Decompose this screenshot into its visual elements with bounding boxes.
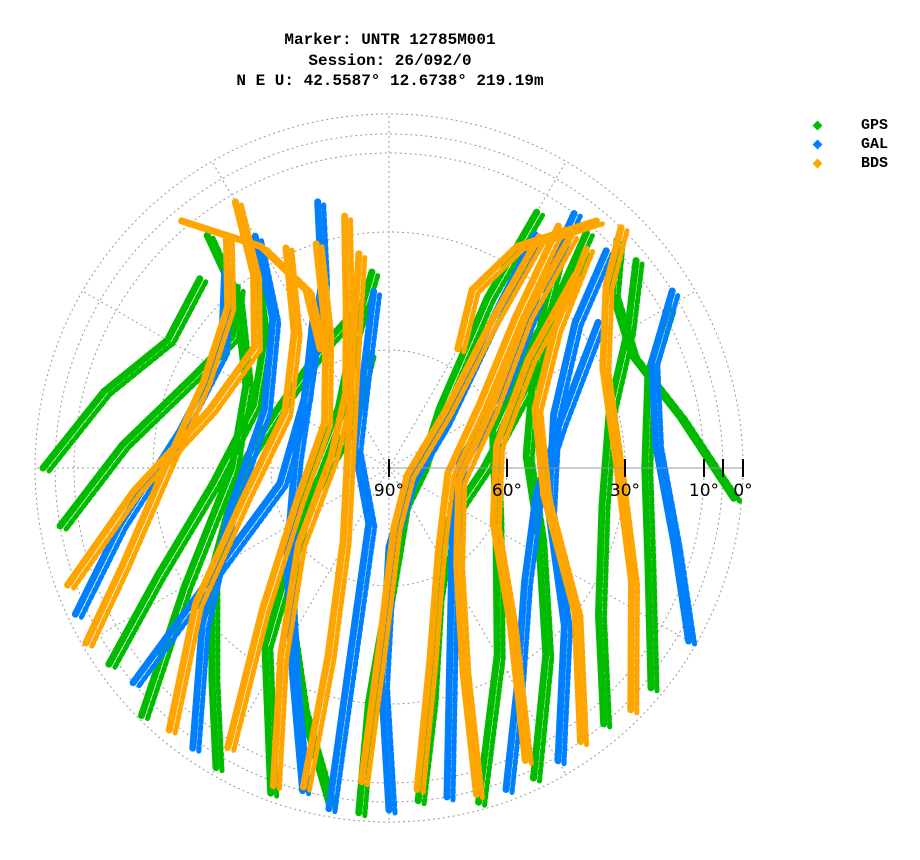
legend-label: GAL	[861, 136, 889, 153]
axis-tick-label: 90°	[374, 481, 404, 501]
satellite-track	[269, 212, 350, 790]
satellite-track	[602, 261, 645, 730]
satellite-track	[189, 232, 277, 752]
satellite-track	[172, 247, 303, 736]
legend: GPS GAL BDS	[810, 116, 888, 173]
satellite-track	[89, 236, 237, 649]
satellite-track	[224, 240, 330, 751]
legend-label: BDS	[861, 155, 889, 172]
satellite-track	[420, 226, 567, 795]
satellite-track	[595, 257, 640, 728]
axis-tick-label: 60°	[492, 481, 522, 501]
satellite-track	[231, 244, 335, 753]
bds-marker-icon	[812, 158, 823, 169]
satellite-track	[522, 247, 563, 782]
azimuth-gridline	[388, 467, 567, 775]
satellite-track	[56, 283, 241, 530]
satellite-track	[185, 221, 329, 355]
satellite-track	[325, 288, 378, 813]
elevation-axis: 90° 60° 30° 10° 0°	[374, 459, 753, 501]
legend-item-gps: GPS	[810, 116, 888, 135]
legend-item-gal: GAL	[810, 135, 888, 154]
satellite-track	[648, 287, 693, 645]
axis-tick-label: 10°	[689, 481, 719, 501]
satellite-track	[300, 250, 363, 791]
axis-tick-label: 30°	[610, 481, 640, 501]
satellite-track	[552, 251, 615, 767]
gps-marker-icon	[812, 120, 823, 131]
series-bds	[64, 198, 640, 800]
satellite-track	[71, 202, 263, 591]
legend-label: GPS	[861, 117, 889, 134]
satellite-track	[358, 233, 543, 786]
satellite-track	[413, 222, 562, 793]
satellite-track	[599, 224, 635, 714]
satellite-track	[655, 291, 698, 647]
chart-title-position: N E U: 42.5587° 12.6738° 219.19m	[236, 72, 544, 90]
satellite-track	[46, 279, 209, 474]
satellite-track	[365, 237, 548, 788]
axis-tick-label: 0°	[733, 481, 752, 501]
legend-item-bds: BDS	[810, 154, 888, 173]
chart-title-marker: Marker: UNTR 12785M001	[284, 31, 496, 49]
satellite-track	[502, 317, 602, 793]
satellite-track	[460, 235, 580, 800]
chart-title-session: Session: 26/092/0	[308, 52, 472, 70]
azimuth-gridline	[211, 467, 390, 775]
satellite-track	[606, 228, 640, 716]
satellite-track	[454, 217, 600, 353]
satellite-track	[64, 198, 258, 589]
satellite-track	[78, 272, 234, 620]
satellite-track	[129, 304, 318, 687]
satellite-track	[307, 254, 368, 793]
satellite-track	[538, 249, 596, 748]
satellite-track	[82, 232, 232, 647]
satellite-track	[496, 276, 584, 766]
satellite-track	[196, 236, 282, 754]
satellite-track	[489, 272, 579, 764]
satellite-track	[615, 240, 743, 504]
satellite-track	[362, 212, 546, 819]
satellite-track	[461, 221, 605, 355]
gal-marker-icon	[812, 139, 823, 150]
satellite-tracks	[39, 198, 743, 819]
azimuth-gridline	[82, 290, 390, 469]
satellite-track	[39, 275, 204, 472]
satellite-track	[165, 243, 298, 734]
satellite-track	[332, 292, 383, 815]
